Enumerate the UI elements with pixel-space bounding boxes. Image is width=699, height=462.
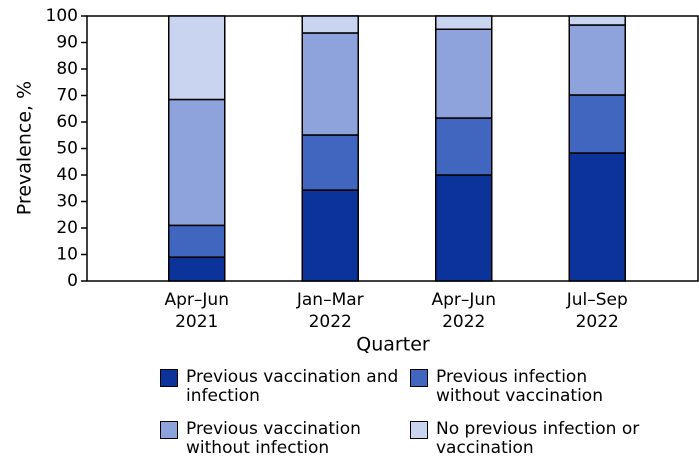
bar-segment [301, 15, 359, 34]
x-tick-label: Jul–Sep [566, 290, 628, 310]
bar-segment [301, 32, 359, 136]
bar-segment [168, 15, 226, 101]
y-tick-label: 80 [56, 59, 78, 79]
x-tick-label: Apr–Jun [165, 290, 229, 310]
legend-swatch [160, 369, 178, 387]
legend-swatch [410, 369, 428, 387]
legend-label: Previous infection without vaccination [436, 367, 603, 406]
bar-segment [568, 15, 626, 26]
x-tick-label: 2022 [309, 312, 352, 332]
x-tick-label: Apr–Jun [432, 290, 496, 310]
legend-swatch [160, 421, 178, 439]
bar-segment [301, 134, 359, 191]
bar-segment [301, 189, 359, 282]
bar-segment [435, 28, 493, 119]
bar-segment [568, 24, 626, 96]
y-tick-label: 60 [56, 112, 78, 132]
y-tick-label: 40 [56, 165, 78, 185]
x-tick-label: 2022 [442, 312, 485, 332]
bar-segment [435, 117, 493, 176]
legend-swatch [410, 421, 428, 439]
legend-item: No previous infection or vaccination [410, 420, 651, 458]
legend-item: Previous vaccination and infection [160, 368, 401, 406]
bar-segment [435, 15, 493, 30]
y-tick-label: 70 [56, 86, 78, 106]
legend-label: Previous vaccination without infection [186, 419, 361, 458]
x-tick-label: 2022 [576, 312, 619, 332]
bar-segment [168, 224, 226, 258]
legend-item: Previous vaccination without infection [160, 420, 401, 458]
legend-label: Previous vaccination and infection [186, 367, 399, 406]
x-axis-title: Quarter [356, 334, 430, 356]
bar-segment [168, 98, 226, 227]
y-tick-label: 20 [56, 218, 78, 238]
y-tick-label: 100 [46, 6, 78, 26]
legend-item: Previous infection without vaccination [410, 368, 651, 406]
y-tick-label: 30 [56, 192, 78, 212]
legend-label: No previous infection or vaccination [436, 419, 640, 458]
bar-segment [568, 152, 626, 282]
y-tick-label: 90 [56, 33, 78, 53]
y-tick-label: 10 [56, 245, 78, 265]
y-axis-title: Prevalence, % [14, 81, 36, 215]
x-tick-label: Jan–Mar [296, 290, 364, 310]
y-tick-label: 0 [67, 271, 78, 291]
x-tick-label: 2021 [175, 312, 218, 332]
bar-segment [435, 174, 493, 282]
y-tick-label: 50 [56, 139, 78, 159]
